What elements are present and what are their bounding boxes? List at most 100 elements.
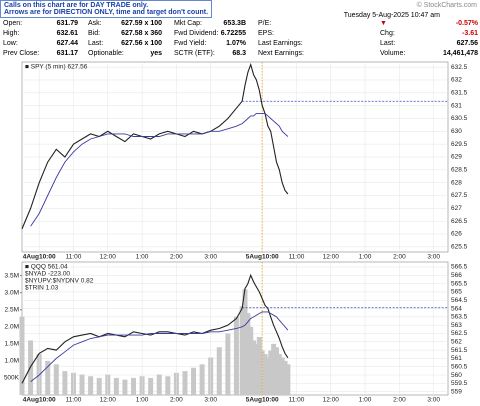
x-tick-label: 1:00 — [136, 397, 149, 404]
quote-label: ▼ — [380, 20, 387, 27]
y-tick-label: 631.5 — [451, 90, 468, 97]
y-tick-label: 565 — [451, 289, 462, 296]
quote-label: Bid: — [88, 30, 101, 37]
y2-tick-label: 1.0M — [5, 358, 19, 365]
y-tick-label: 563 — [451, 322, 462, 329]
x-tick-label: 5Aug10:00 — [246, 254, 279, 261]
volume-bar — [242, 289, 248, 395]
volume-bar — [45, 360, 51, 395]
volume-bar — [248, 326, 254, 395]
y-tick-label: 559.5 — [451, 380, 468, 387]
y-tick-label: 628 — [451, 179, 462, 186]
legend-entry: $NYUPV:$NYDNV 0.82 — [25, 278, 94, 285]
y-tick-label: 566 — [451, 272, 462, 279]
legend-entry: ■ QQQ 561.04 — [25, 264, 68, 271]
quote-value: 631.17 — [56, 50, 78, 57]
x-tick-label: 1:00 — [136, 254, 149, 261]
volume-bar — [265, 357, 271, 395]
notes: Calls on this chart are for DAY TRADE on… — [0, 0, 213, 18]
quote-value: 627.58 x 360 — [121, 30, 162, 37]
volume-bar — [79, 374, 85, 395]
volume-bar — [122, 379, 128, 395]
quote-value: 653.3B — [223, 20, 246, 27]
x-tick-label: 12:00 — [100, 254, 117, 261]
x-tick-label: 3:00 — [427, 397, 440, 404]
quote-label: Optionable: — [88, 50, 124, 57]
volume-bar — [131, 377, 137, 395]
x-tick-label: 2:00 — [170, 397, 183, 404]
volume-bar — [191, 367, 197, 395]
y-tick-label: 564.5 — [451, 297, 468, 304]
volume-bar — [256, 337, 262, 395]
volume-bar — [19, 316, 25, 395]
x-tick-label: 3:00 — [427, 254, 440, 261]
x-tick-label: 12:00 — [323, 397, 340, 404]
x-tick-label: 2:00 — [393, 254, 406, 261]
note: Arrows are for DIRECTION ONLY, time and … — [4, 9, 209, 16]
y-tick-label: 561.5 — [451, 347, 468, 354]
quote-label: P/E: — [258, 20, 272, 27]
volume-bar — [88, 376, 94, 395]
volume-bar — [156, 374, 162, 395]
legend-entry: $TRIN 1.03 — [25, 285, 59, 292]
quote-value: 6.72255 — [220, 30, 246, 37]
quote-label: Last Earnings: — [258, 40, 303, 47]
quote-label: Prev Close: — [3, 50, 40, 57]
quote-value: 627.44 — [56, 40, 78, 47]
volume-bar — [251, 340, 257, 395]
quote-label: High: — [3, 30, 20, 37]
quote-value: 627.56 x 100 — [121, 40, 162, 47]
y2-tick-label: 2.5M — [5, 306, 19, 313]
quote-label: Fwd Yield: — [174, 40, 207, 47]
quote-value: 68.3 — [232, 50, 246, 57]
volume-bar — [282, 360, 288, 395]
credit: © StockCharts.com — [416, 2, 477, 9]
quote-label: EPS: — [258, 30, 274, 37]
volume-bar — [199, 364, 205, 395]
quote-value: 632.61 — [56, 30, 78, 37]
volume-bar — [182, 371, 188, 395]
quote-value: -0.57% — [455, 20, 478, 27]
volume-bar — [96, 377, 102, 395]
quote-label: Low: — [3, 40, 18, 47]
volume-bar — [245, 313, 251, 395]
y-tick-label: 560.5 — [451, 363, 468, 370]
y-tick-label: 632.5 — [451, 64, 468, 71]
x-tick-label: 12:00 — [100, 397, 117, 404]
volume-bar — [273, 347, 279, 395]
x-tick-label: 11:00 — [289, 254, 305, 261]
y-tick-label: 566.5 — [451, 264, 468, 271]
y2-tick-label: 1.5M — [5, 341, 19, 348]
volume-bar — [148, 377, 154, 395]
volume-bar — [285, 364, 291, 395]
date: Tuesday 5-Aug-2025 10:47 am — [343, 12, 440, 19]
y2-tick-label: 500K — [4, 375, 20, 382]
note: Calls on this chart are for DAY TRADE on… — [4, 2, 149, 9]
quote-label: Volume: — [380, 50, 406, 57]
quote-value: yes — [150, 50, 162, 57]
y-tick-label: 629 — [451, 154, 462, 161]
y-tick-label: 562.5 — [451, 330, 468, 337]
y2-tick-label: 2.0M — [5, 324, 19, 331]
y-tick-label: 626 — [451, 231, 462, 238]
volume-bar — [276, 354, 282, 395]
quote-label: Fwd Dividend: — [174, 30, 219, 37]
quote-label: Chg: — [380, 30, 395, 37]
y-tick-label: 564 — [451, 305, 462, 312]
y-tick-label: 625.5 — [451, 244, 468, 251]
y-tick-label: 630 — [451, 128, 462, 135]
y-tick-label: 559 — [451, 388, 462, 395]
y-tick-label: 565.5 — [451, 280, 468, 287]
y-tick-label: 627 — [451, 205, 462, 212]
y-tick-label: 563.5 — [451, 314, 468, 321]
legend-entry: $NYAD -223.00 — [25, 271, 70, 278]
volume-bar — [216, 347, 222, 395]
quote-value: 14,461,478 — [442, 50, 478, 57]
quote-label: Last: — [380, 40, 396, 47]
x-tick-label: 4Aug10:00 — [23, 254, 56, 261]
quote-value: 1.07% — [226, 40, 246, 47]
volume-bar — [262, 354, 268, 395]
y-tick-label: 562 — [451, 339, 462, 346]
volume-bar — [113, 377, 119, 395]
